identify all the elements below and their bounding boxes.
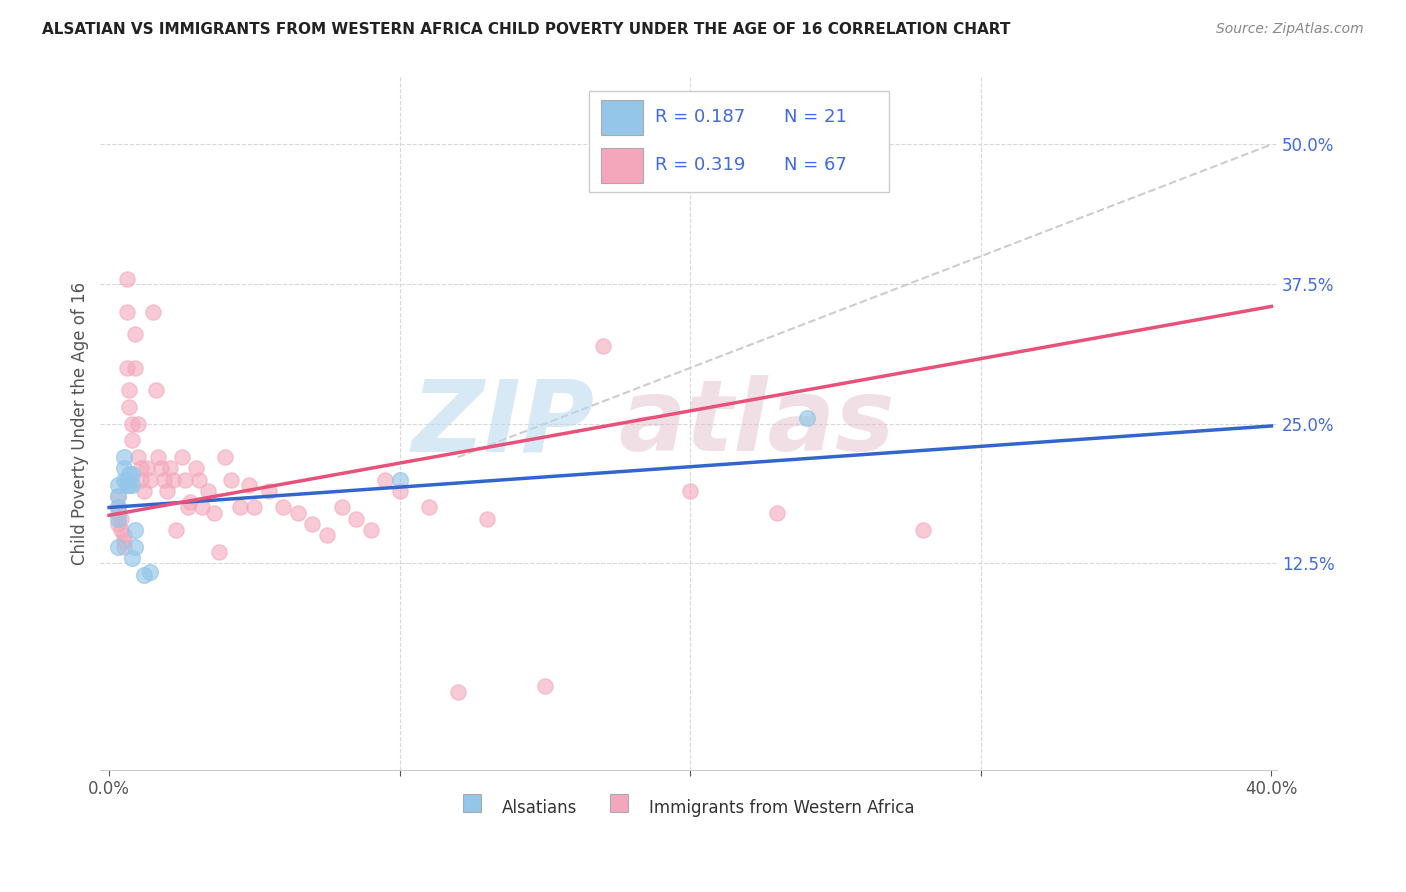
Point [243,500,266,515]
Point [121,417,143,431]
Point [115,478,138,492]
Point [316,528,339,542]
Point [186,461,208,475]
Point [219,473,242,487]
Point [107,506,129,520]
Point [124,360,146,375]
Point [112,528,135,542]
Point [115,271,138,285]
Point [115,473,138,487]
Point [145,383,167,397]
Point [110,523,132,537]
Point [153,473,176,487]
Point [132,567,155,582]
Point [139,566,162,580]
Point [238,478,260,492]
Point [127,450,149,465]
Point [124,540,146,554]
Text: Source: ZipAtlas.com: Source: ZipAtlas.com [1216,22,1364,37]
Point [214,450,236,465]
Point [115,305,138,319]
Point [121,467,143,481]
Point [273,500,295,515]
Point [107,540,129,554]
Point [170,450,193,465]
Point [176,500,198,515]
Y-axis label: Child Poverty Under the Age of 16: Child Poverty Under the Age of 16 [72,282,89,566]
Point [301,517,323,532]
Point [107,500,129,515]
Point [374,473,396,487]
Point [447,685,470,699]
Point [287,506,309,520]
Point [118,400,141,414]
Point [534,679,557,693]
Point [679,483,702,498]
Legend: Alsatians, Immigrants from Western Africa: Alsatians, Immigrants from Western Afric… [457,793,921,824]
Point [179,495,201,509]
Point [229,500,252,515]
Point [388,473,411,487]
Point [121,550,143,565]
Point [139,473,162,487]
Point [418,500,440,515]
Point [107,500,129,515]
Text: atlas: atlas [619,376,894,472]
Point [110,511,132,525]
Point [107,489,129,503]
Point [165,523,187,537]
Point [592,338,614,352]
Point [118,478,141,492]
Text: ZIP: ZIP [412,376,595,472]
Point [173,473,195,487]
Point [330,500,353,515]
Point [188,473,211,487]
Point [142,305,165,319]
Point [766,506,789,520]
Point [475,511,498,525]
Point [796,411,818,425]
Point [121,478,143,492]
Point [118,467,141,481]
Point [129,461,152,475]
Point [148,450,170,465]
Point [150,461,173,475]
Point [129,473,152,487]
Point [257,483,280,498]
Point [107,478,129,492]
Point [112,461,135,475]
Point [124,523,146,537]
Point [162,473,184,487]
Point [112,540,135,554]
Point [107,517,129,532]
Point [197,483,219,498]
Point [159,461,181,475]
Point [124,327,146,342]
Point [107,511,129,525]
Point [121,434,143,448]
Point [107,489,129,503]
Point [112,534,135,549]
Point [156,483,179,498]
Point [191,500,214,515]
Point [135,461,157,475]
Point [112,450,135,465]
Point [132,483,155,498]
Point [360,523,382,537]
Point [112,473,135,487]
Point [911,523,934,537]
Point [202,506,225,520]
Point [115,360,138,375]
Point [127,417,149,431]
Point [208,545,231,559]
Text: ALSATIAN VS IMMIGRANTS FROM WESTERN AFRICA CHILD POVERTY UNDER THE AGE OF 16 COR: ALSATIAN VS IMMIGRANTS FROM WESTERN AFRI… [42,22,1011,37]
Point [344,511,367,525]
Point [388,483,411,498]
Point [118,383,141,397]
